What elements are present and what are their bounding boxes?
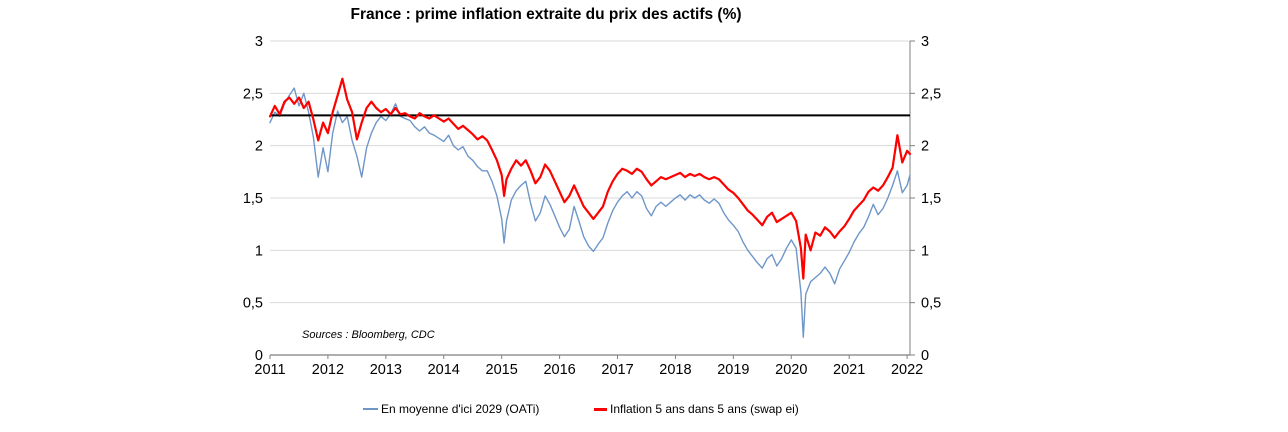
- x-axis-label: 2017: [601, 362, 633, 378]
- x-axis-label: 2015: [486, 362, 518, 378]
- y-axis-label-left: 1,5: [243, 191, 263, 207]
- x-axis-label: 2011: [254, 362, 285, 378]
- y-axis-label-right: 1,5: [921, 191, 941, 207]
- legend-item-oati: En moyenne d'ici 2029 (OATi): [363, 402, 539, 416]
- x-axis-label: 2021: [833, 362, 865, 378]
- legend-item-swap: Inflation 5 ans dans 5 ans (swap ei): [594, 402, 799, 416]
- y-axis-label-left: 2: [255, 139, 263, 155]
- y-axis-label-right: 1: [921, 243, 929, 259]
- swap-line-swatch: [594, 407, 607, 411]
- y-axis-label-right: 0: [921, 348, 929, 364]
- x-axis-label: 2020: [775, 362, 807, 378]
- x-axis-label: 2019: [717, 362, 749, 378]
- x-axis-label: 2022: [891, 362, 923, 378]
- chart-title: France : prime inflation extraite du pri…: [350, 6, 742, 23]
- x-axis-label: 2014: [428, 362, 460, 378]
- series-swap-line: [268, 77, 912, 280]
- y-axis-label-left: 2,5: [243, 86, 263, 102]
- x-axis-label: 2016: [543, 362, 575, 378]
- y-axis-label-left: 3: [255, 34, 263, 50]
- legend-label-oati: En moyenne d'ici 2029 (OATi): [381, 402, 540, 416]
- y-axis-label-left: 1: [255, 243, 263, 259]
- y-axis-label-right: 0,5: [921, 296, 941, 312]
- series-oati-line: [269, 87, 911, 338]
- x-axis-label: 2013: [370, 362, 402, 378]
- legend-label-swap: Inflation 5 ans dans 5 ans (swap ei): [610, 402, 799, 416]
- x-axis-label: 2012: [312, 362, 344, 378]
- y-axis-label-left: 0: [255, 348, 263, 364]
- y-axis-label-right: 2,5: [921, 86, 941, 102]
- source-note: Sources : Bloomberg, CDC: [302, 329, 435, 341]
- y-axis-label-right: 2: [921, 139, 929, 155]
- y-axis-label-right: 3: [921, 34, 929, 50]
- oati-line-swatch: [363, 408, 378, 410]
- y-axis-label-left: 0,5: [243, 296, 263, 312]
- x-axis-label: 2018: [659, 362, 691, 378]
